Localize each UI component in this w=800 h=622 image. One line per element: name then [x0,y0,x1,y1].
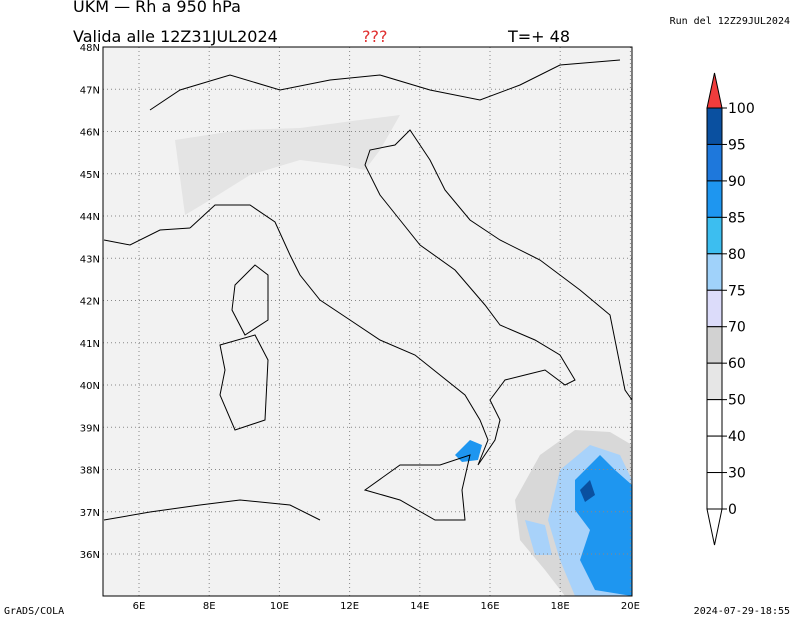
lat-label: 47N [80,85,100,96]
corsica [231,264,269,336]
lon-label: 10E [270,601,289,612]
colorbar-label: 80 [728,247,746,263]
lon-label: 6E [133,601,146,612]
lon-label: 16E [480,601,499,612]
sardinia [219,334,269,431]
lat-label: 39N [80,423,100,434]
lon-label: 18E [551,601,570,612]
humidity-field [525,520,552,555]
colorbar-segment [706,472,723,510]
colorbar-label: 0 [728,502,737,518]
colorbar-label: 100 [728,101,755,117]
colorbar-label: 50 [728,393,746,409]
lat-label: 44N [80,212,100,223]
colorbar-label: 30 [728,466,746,482]
colorbar-segment [706,253,723,291]
lon-label: 8E [203,601,216,612]
flag: ??? [362,27,387,46]
coastline [103,227,191,246]
coastline [189,129,633,466]
colorbar-cap [706,72,723,109]
colorbar-segment [706,435,723,474]
colorbar-label: 85 [728,210,746,226]
run-time: Run del 12Z29JUL2024 [670,16,790,27]
colorbar-label: 60 [728,356,746,372]
lat-label: 42N [80,297,100,308]
colorbar-label: 95 [728,137,746,153]
colorbar-segment [706,289,723,328]
forecast-step: T=+ 48 [507,27,570,46]
map [102,46,633,597]
humidity-field [580,480,595,502]
colorbar-label: 40 [728,429,746,445]
map-frame [102,46,633,597]
valid-time: Valida alle 12Z31JUL2024 [73,27,278,46]
colorbar: 100 95 90 85 80 75 70 60 50 40 30 0 [706,72,755,546]
lat-label: 45N [80,170,100,181]
colorbar-cap [706,508,723,546]
lat-label: 48N [80,43,100,54]
lon-label: 14E [410,601,429,612]
coastline [103,499,321,521]
colorbar-segment [706,180,723,218]
humidity-field [175,115,400,215]
colorbar-label: 70 [728,320,746,336]
lat-label: 43N [80,254,100,265]
colorbar-segment [706,107,723,145]
lat-label: 40N [80,381,100,392]
sicily [363,454,471,521]
lat-label: 41N [80,339,100,350]
colorbar-label: 90 [728,174,746,190]
colorbar-segment [706,326,723,364]
lat-label: 46N [80,128,100,139]
title: UKM — Rh a 950 hPa [73,0,241,16]
border [149,59,621,111]
lon-label: 20E [621,601,640,612]
humidity-field [455,440,482,462]
lon-label: 12E [340,601,359,612]
colorbar-label: 75 [728,283,746,299]
colorbar-segment [706,399,723,437]
colorbar-segment [706,143,723,182]
footer-right: 2024-07-29-18:55 [694,606,790,617]
lat-label: 38N [80,466,100,477]
footer-left: GrADS/COLA [4,606,64,617]
lat-label: 36N [80,550,100,561]
colorbar-segment [706,362,723,401]
colorbar-segment [706,216,723,255]
lat-label: 37N [80,508,100,519]
